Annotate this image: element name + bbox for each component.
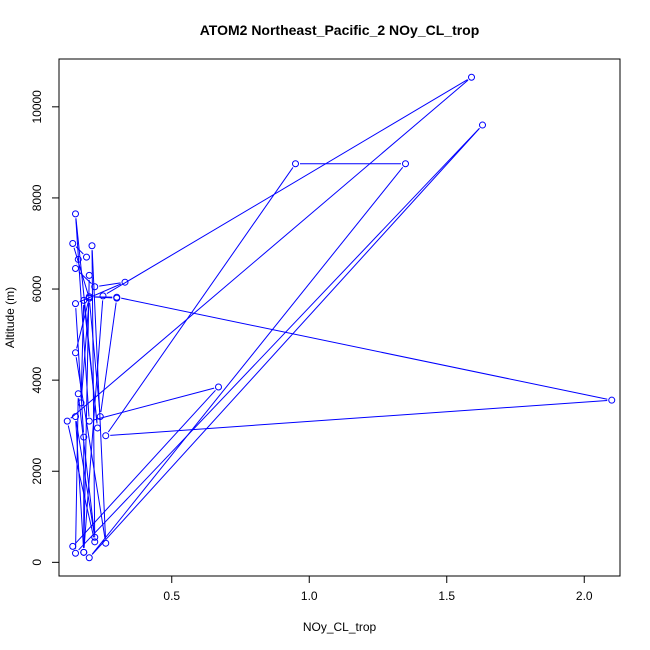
data-point bbox=[72, 549, 79, 557]
series-line-segment bbox=[78, 127, 480, 551]
series-line-segment bbox=[78, 398, 95, 533]
series-line-segment bbox=[110, 399, 608, 436]
data-point bbox=[113, 293, 121, 301]
x-tick-label: 0.5 bbox=[163, 589, 180, 603]
data-point bbox=[72, 265, 79, 273]
data-point bbox=[608, 396, 616, 404]
data-point bbox=[96, 413, 104, 421]
series-line-segment bbox=[76, 302, 89, 349]
data-point bbox=[72, 413, 79, 421]
series-line-segment bbox=[91, 128, 480, 555]
data-point bbox=[91, 533, 99, 541]
series-line-segment bbox=[75, 421, 84, 548]
series-line-segment bbox=[70, 79, 469, 419]
series-line-segment bbox=[75, 357, 106, 539]
data-point bbox=[63, 417, 71, 425]
data-point bbox=[94, 424, 101, 432]
series-line-segment bbox=[100, 302, 117, 413]
series-line-segment bbox=[75, 246, 84, 255]
x-axis: 0.5 1.0 1.5 2.0 bbox=[163, 575, 593, 603]
y-axis-label: Altitude (m) bbox=[3, 287, 17, 348]
x-tick-label: 1.5 bbox=[438, 589, 455, 603]
data-point bbox=[91, 283, 99, 291]
y-axis: 0 2000 4000 6000 8000 10000 bbox=[30, 90, 60, 566]
data-point bbox=[102, 539, 110, 547]
data-point bbox=[72, 210, 79, 218]
plot-area bbox=[63, 73, 616, 562]
data-point bbox=[121, 278, 129, 286]
data-point bbox=[77, 399, 85, 407]
data-point bbox=[83, 253, 90, 261]
data-point bbox=[72, 300, 79, 308]
data-point bbox=[80, 433, 88, 441]
series-line-segment bbox=[91, 166, 404, 555]
series-line-segment bbox=[89, 302, 101, 413]
series-line-segment bbox=[73, 247, 89, 294]
series-line-segment bbox=[80, 302, 90, 399]
x-tick-label: 2.0 bbox=[576, 589, 593, 603]
y-tick-label: 8000 bbox=[30, 184, 44, 211]
data-point bbox=[80, 548, 88, 556]
series-line-segment bbox=[75, 398, 79, 549]
y-tick-label: 10000 bbox=[30, 90, 44, 124]
data-point bbox=[69, 542, 77, 550]
y-tick-label: 2000 bbox=[30, 458, 44, 485]
data-point bbox=[74, 390, 82, 398]
series-line-segment bbox=[93, 387, 215, 421]
series-line-segment bbox=[121, 297, 608, 400]
data-point bbox=[99, 292, 107, 300]
data-point bbox=[402, 160, 409, 168]
y-tick-label: 4000 bbox=[30, 366, 44, 393]
data-point bbox=[72, 349, 79, 357]
x-tick-label: 1.0 bbox=[301, 589, 318, 603]
series-line-segment bbox=[75, 389, 216, 544]
series-line-segment bbox=[67, 425, 95, 538]
data-point bbox=[88, 242, 96, 250]
data-point bbox=[215, 383, 222, 391]
chart-title: ATOM2 Northeast_Pacific_2 NOy_CL_trop bbox=[200, 22, 480, 38]
data-point bbox=[292, 160, 299, 168]
y-tick-label: 6000 bbox=[30, 275, 44, 302]
data-point bbox=[69, 239, 77, 247]
data-point bbox=[85, 293, 93, 301]
data-point bbox=[85, 271, 93, 279]
series-line-segment bbox=[99, 282, 121, 287]
data-point bbox=[74, 255, 82, 263]
data-point bbox=[85, 417, 93, 425]
x-axis-label: NOy_CL_trop bbox=[303, 620, 377, 634]
series-line-segment bbox=[106, 79, 468, 294]
series-line-segment bbox=[83, 279, 90, 548]
data-point bbox=[102, 432, 110, 440]
series-line-segment bbox=[91, 250, 107, 539]
y-tick-label: 0 bbox=[30, 559, 44, 566]
data-point bbox=[468, 73, 475, 81]
series-line-segment bbox=[75, 308, 84, 433]
data-point bbox=[85, 554, 93, 562]
series-line-segment bbox=[107, 167, 294, 433]
data-point bbox=[91, 538, 99, 546]
data-point bbox=[479, 121, 486, 129]
